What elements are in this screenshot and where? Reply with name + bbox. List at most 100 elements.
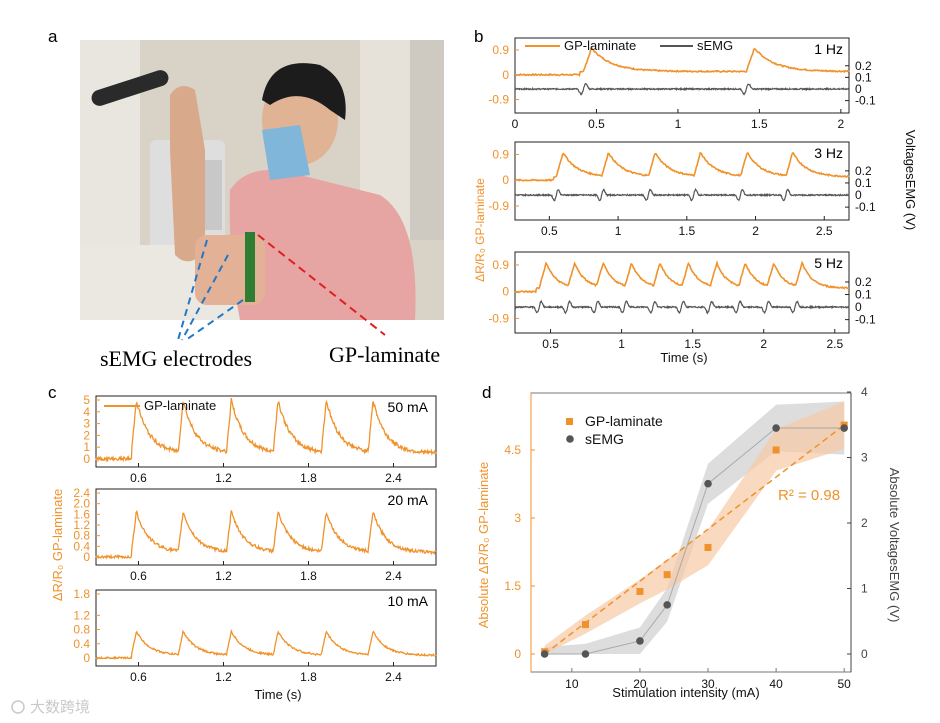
- panel-c-letter: c: [48, 383, 57, 402]
- x-tick-label: 1.2: [215, 670, 232, 684]
- semg-error-band: [544, 401, 845, 654]
- x-tick-label: 0: [512, 117, 519, 131]
- semg-point: [840, 424, 848, 432]
- x-tick-label: 1: [615, 224, 622, 238]
- y-right-tick-label: 1: [861, 582, 868, 596]
- watermark-text: 大数跨境: [30, 698, 90, 716]
- photo-electrode-band: [245, 232, 255, 302]
- x-tick-label: 2.4: [385, 569, 402, 583]
- panel-b-subplot-1: 0 0.5 1 1.5 20.90-0.90.20.10-0.11 Hz: [488, 37, 876, 131]
- y-right-tick-label: 0.2: [855, 164, 872, 178]
- y-tick-label: 0: [83, 452, 90, 466]
- y-tick-label: 0.4: [73, 539, 90, 553]
- panel-b-plots: 0 0.5 1 1.5 20.90-0.90.20.10-0.11 Hz0.5 1 1.5 2…: [488, 37, 876, 351]
- panel-b-letter: b: [474, 27, 483, 46]
- panel-d-xlabel: Stimulation intensity (mA): [612, 685, 759, 700]
- semg-series: [514, 299, 850, 315]
- x-tick-label: 1.5: [684, 337, 701, 351]
- photo-handle: [91, 70, 169, 106]
- panel-d-left-axis-label: Absolute ΔR/R₀ GP-laminate: [476, 462, 491, 629]
- gp-laminate-series: [95, 397, 437, 463]
- subplot-frame: [95, 589, 437, 667]
- photo-shelf: [410, 40, 444, 240]
- panel-c-legend: GP-laminate: [104, 398, 216, 413]
- panel-b-right-axis-label: VoltagesEMG (V): [903, 130, 918, 230]
- y-tick-label: 2.4: [73, 486, 90, 500]
- semg-arrow-2: [181, 254, 229, 341]
- y-tick-label: 1.6: [73, 507, 90, 521]
- x-tick-label: 2.4: [385, 670, 402, 684]
- semg-point: [772, 424, 780, 432]
- current-annotation: 10 mA: [388, 593, 429, 609]
- gp-point: [704, 543, 712, 551]
- y-tick-label: 1.2: [73, 518, 90, 532]
- semg-series: [514, 82, 850, 96]
- y-left-tick-label: 3: [514, 511, 521, 525]
- subplot-frame: [95, 488, 437, 566]
- watermark: 大数跨境: [11, 698, 90, 716]
- panel-b-legend: GP-laminate sEMG: [525, 38, 733, 53]
- x-tick-label: 2: [838, 117, 845, 131]
- y-right-tick-label: 0.2: [855, 59, 872, 73]
- y-right-tick-label: -0.1: [855, 313, 876, 327]
- semg-electrodes-label: sEMG electrodes: [100, 346, 252, 371]
- y-tick-label: 1.8: [73, 587, 90, 601]
- legend-d-semg-marker: [566, 435, 574, 443]
- y-left-tick-label: -0.9: [488, 93, 509, 107]
- gp-point: [663, 571, 671, 579]
- gp-point: [636, 587, 644, 595]
- y-tick-label: 0.8: [73, 529, 90, 543]
- y-right-tick-label: 2: [861, 516, 868, 530]
- gp-laminate-series: [95, 509, 437, 560]
- x-tick-label: 30: [701, 677, 715, 691]
- x-tick-label: 0.5: [588, 117, 605, 131]
- photo-hair: [262, 63, 346, 120]
- frequency-annotation: 1 Hz: [814, 41, 843, 57]
- x-tick-label: 20: [633, 677, 647, 691]
- y-right-tick-label: 0: [855, 188, 862, 202]
- legend-d-gp-marker: [566, 418, 573, 425]
- linear-fit-line: [544, 424, 845, 655]
- x-tick-label: 1: [618, 337, 625, 351]
- x-tick-label: 1.8: [300, 670, 317, 684]
- photo-arm: [170, 86, 205, 262]
- y-left-tick-label: 0: [514, 647, 521, 661]
- x-tick-label: 0.6: [130, 569, 147, 583]
- x-tick-label: 2.4: [385, 471, 402, 485]
- y-tick-label: 1: [83, 440, 90, 454]
- semg-point: [663, 601, 671, 609]
- panel-d-right-axis-label: Absolute VoltagesEMG (V): [887, 468, 902, 623]
- panel-b-xlabel: Time (s): [660, 350, 707, 365]
- panel-a-annotations: sEMG electrodes GP-laminate: [100, 234, 440, 371]
- panel-c-legend-label: GP-laminate: [144, 398, 216, 413]
- frequency-annotation: 3 Hz: [814, 145, 843, 161]
- gp-laminate-label: GP-laminate: [329, 342, 440, 367]
- x-tick-label: 1.2: [215, 471, 232, 485]
- gp-point: [581, 621, 589, 629]
- photo-mask: [262, 125, 310, 180]
- y-right-tick-label: 3: [861, 451, 868, 465]
- panel-c-axis-label: ΔR/R₀ GP-laminate: [50, 489, 65, 601]
- y-right-tick-label: -0.1: [855, 200, 876, 214]
- frequency-annotation: 5 Hz: [814, 255, 843, 271]
- y-left-tick-label: 0: [502, 173, 509, 187]
- x-tick-label: 1.5: [751, 117, 768, 131]
- y-left-tick-label: 0.9: [492, 147, 509, 161]
- current-annotation: 20 mA: [388, 492, 429, 508]
- x-tick-label: 1.8: [300, 569, 317, 583]
- y-tick-label: 0: [83, 651, 90, 665]
- x-tick-label: 1.5: [678, 224, 695, 238]
- y-tick-label: 0: [83, 550, 90, 564]
- panel-b-subplot-3: 0.5 1 1.5 2 2.50.90-0.90.20.10-0.15 Hz: [488, 251, 876, 351]
- y-right-tick-label: 0.2: [855, 275, 872, 289]
- subplot-frame: [514, 37, 850, 114]
- y-tick-label: 2: [83, 428, 90, 442]
- x-tick-label: 40: [769, 677, 783, 691]
- subplot-frame: [514, 141, 850, 221]
- y-left-tick-label: -0.9: [488, 199, 509, 213]
- gp-laminate-series: [514, 47, 850, 77]
- y-tick-label: 0.8: [73, 623, 90, 637]
